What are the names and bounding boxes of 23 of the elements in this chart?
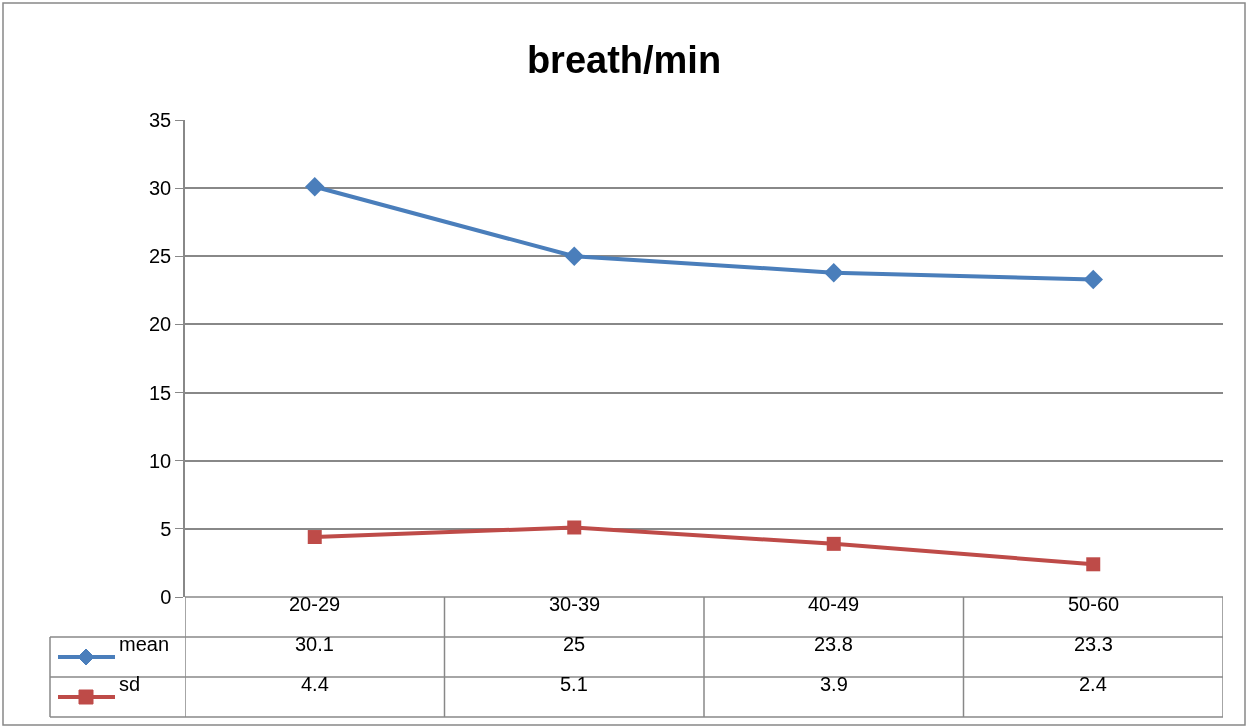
data-label: 2.4 <box>1079 673 1107 695</box>
legend-label: mean <box>119 633 170 655</box>
data-label: 4.4 <box>301 673 329 695</box>
legend-label: sd <box>119 673 141 695</box>
x-tick-label: 20-29 <box>289 593 341 615</box>
y-tick-label: 0 <box>160 586 172 608</box>
x-tick-label: 50-60 <box>1068 593 1120 615</box>
y-tick-label: 30 <box>149 177 172 200</box>
y-tick-label: 20 <box>149 313 172 336</box>
y-tick-label: 35 <box>149 109 172 131</box>
data-label: 25 <box>563 633 586 655</box>
y-tick-label: 25 <box>149 245 172 268</box>
data-label: 30.1 <box>295 633 334 655</box>
y-tick-label: 5 <box>160 517 172 540</box>
data-label: 23.8 <box>814 633 853 655</box>
x-tick-label: 30-39 <box>549 593 601 615</box>
y-tick-label: 15 <box>149 381 172 404</box>
y-tick-label: 10 <box>149 449 172 472</box>
data-label: 23.3 <box>1074 633 1113 655</box>
data-label: 3.9 <box>820 673 848 695</box>
x-tick-label: 40-49 <box>808 593 860 615</box>
chart-title: breath/min <box>526 39 722 82</box>
data-label: 5.1 <box>560 673 588 695</box>
